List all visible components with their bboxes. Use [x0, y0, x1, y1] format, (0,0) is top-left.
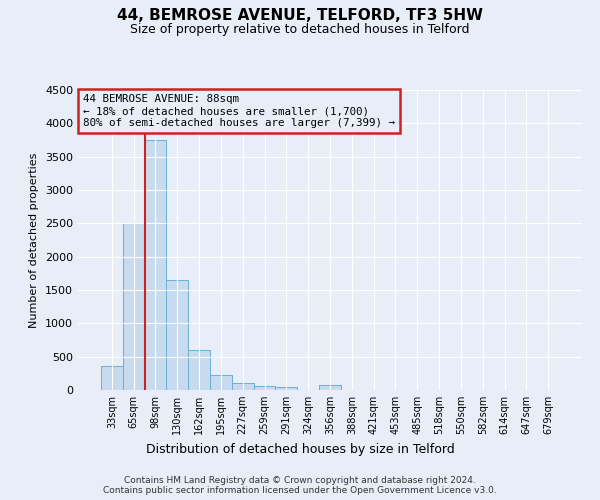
Text: Size of property relative to detached houses in Telford: Size of property relative to detached ho… [130, 22, 470, 36]
Bar [123, 224, 145, 390]
Text: Distribution of detached houses by size in Telford: Distribution of detached houses by size … [146, 442, 454, 456]
Text: 44 BEMROSE AVENUE: 88sqm
← 18% of detached houses are smaller (1,700)
80% of sem: 44 BEMROSE AVENUE: 88sqm ← 18% of detach… [83, 94, 395, 128]
Text: Contains HM Land Registry data © Crown copyright and database right 2024.
Contai: Contains HM Land Registry data © Crown c… [103, 476, 497, 495]
Bar [275, 388, 297, 390]
Bar [210, 375, 232, 390]
Text: 44, BEMROSE AVENUE, TELFORD, TF3 5HW: 44, BEMROSE AVENUE, TELFORD, TF3 5HW [117, 8, 483, 22]
Bar [254, 386, 275, 390]
Y-axis label: Number of detached properties: Number of detached properties [29, 152, 40, 328]
Bar [188, 350, 210, 390]
Bar [101, 366, 123, 390]
Bar [166, 280, 188, 390]
Bar [232, 384, 254, 390]
Bar [145, 140, 166, 390]
Bar [319, 386, 341, 390]
